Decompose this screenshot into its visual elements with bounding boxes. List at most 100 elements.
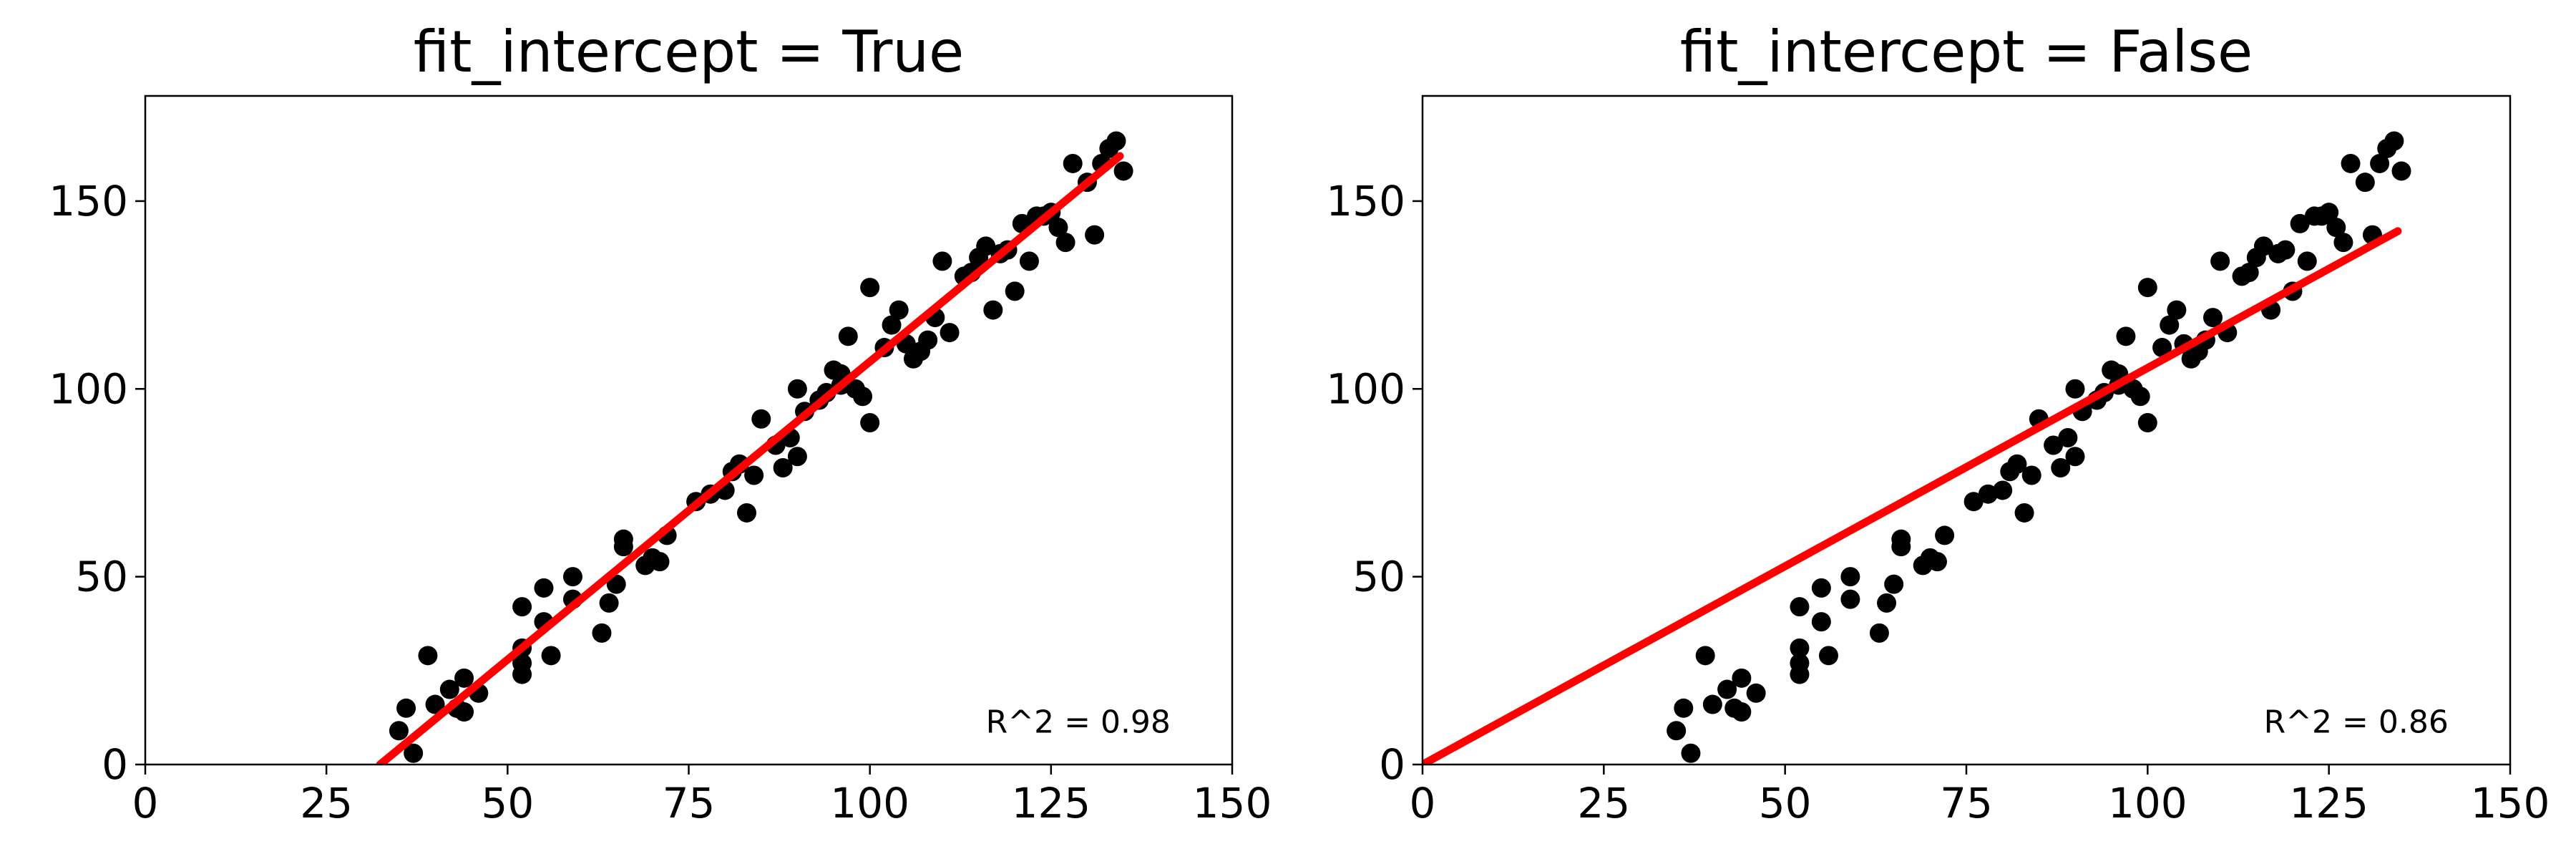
left-data-point-19 [592, 623, 612, 643]
right-data-point-9 [1746, 683, 1766, 703]
left-data-point-77 [1063, 153, 1083, 173]
left-y-tick-label-150: 150 [49, 177, 128, 225]
left-data-point-4 [425, 694, 445, 714]
left-data-point-40 [787, 379, 807, 399]
right-data-point-18 [1840, 567, 1860, 587]
left-data-point-35 [751, 409, 771, 429]
right-data-point-14 [1811, 578, 1831, 598]
right-y-tick-label-150: 150 [1326, 177, 1405, 225]
left-data-point-47 [838, 326, 858, 346]
left-x-tick-label-25: 25 [300, 779, 353, 828]
right-x-tick-label-125: 125 [2289, 779, 2368, 828]
right-data-point-33 [2014, 503, 2034, 523]
right-data-point-47 [2116, 326, 2136, 346]
left-data-point-58 [918, 330, 938, 350]
right-data-point-4 [1702, 694, 1722, 714]
left-data-point-5 [439, 679, 459, 699]
right-data-point-13 [1790, 597, 1810, 617]
right-data-point-19 [1869, 623, 1889, 643]
right-data-point-2 [1681, 743, 1701, 763]
right-data-point-28 [1963, 492, 1984, 512]
right-chart-title: fit_intercept = False [1680, 19, 2253, 85]
left-data-point-33 [737, 503, 757, 523]
right-data-point-38 [2058, 427, 2078, 447]
right-data-point-7 [1732, 668, 1752, 688]
left-data-point-39 [787, 447, 807, 467]
left-chart-title: fit_intercept = True [414, 19, 965, 85]
left-data-point-34 [744, 465, 764, 485]
right-data-point-21 [1884, 574, 1904, 594]
left-data-point-79 [1085, 225, 1105, 245]
right-data-point-63 [2239, 263, 2259, 283]
right-data-point-36 [2044, 435, 2064, 455]
right-x-tick-label-0: 0 [1410, 779, 1436, 828]
right-x-tick-label-75: 75 [1940, 779, 1993, 828]
right-data-point-50 [2137, 413, 2157, 433]
right-data-point-60 [2210, 251, 2230, 271]
right-data-point-70 [2290, 213, 2310, 233]
right-data-point-75 [2326, 218, 2346, 238]
right-data-point-80 [2370, 153, 2390, 173]
right-data-point-68 [2275, 240, 2296, 260]
right-data-point-59 [2203, 308, 2223, 328]
right-data-point-23 [1891, 529, 1911, 549]
right-y-tick-label-50: 50 [1352, 553, 1405, 601]
left-data-point-75 [1048, 218, 1068, 238]
left-y-tick-label-0: 0 [102, 740, 128, 789]
right-data-point-0 [1667, 721, 1687, 741]
left-data-point-23 [613, 529, 633, 549]
left-data-point-54 [889, 300, 909, 320]
left-data-point-76 [1055, 233, 1075, 253]
right-data-point-77 [2341, 153, 2361, 173]
left-data-point-61 [940, 323, 960, 343]
left-chart-marks [376, 131, 1133, 765]
right-y-tick-label-0: 0 [1379, 740, 1405, 789]
left-data-point-71 [1019, 251, 1039, 271]
right-data-point-16 [1818, 646, 1838, 666]
left-data-point-20 [599, 593, 619, 613]
left-data-point-1 [396, 698, 416, 718]
right-data-point-29 [1978, 484, 1998, 504]
left-x-tick-label-100: 100 [830, 779, 909, 828]
left-chart-panel: fit_intercept = True R^2 = 0.98 0 25 50 75 1… [49, 19, 1272, 828]
left-x-tick-label-50: 50 [481, 779, 534, 828]
right-regression-line [1423, 227, 2402, 765]
right-data-point-1 [1674, 698, 1694, 718]
right-data-point-17 [1840, 589, 1860, 609]
left-x-tick-label-150: 150 [1193, 779, 1272, 828]
right-data-point-12 [1790, 664, 1810, 684]
left-x-tick-label-0: 0 [132, 779, 159, 828]
left-regression-line [376, 152, 1124, 765]
right-data-point-53 [2160, 315, 2180, 335]
right-data-point-5 [1717, 679, 1737, 699]
left-data-point-12 [512, 664, 532, 684]
left-data-point-82 [1106, 131, 1126, 151]
left-y-tick-label-100: 100 [49, 364, 128, 413]
left-data-point-51 [860, 278, 880, 298]
left-data-point-16 [541, 646, 561, 666]
right-data-point-15 [1811, 612, 1831, 632]
right-data-point-27 [1935, 525, 1955, 545]
left-data-point-13 [512, 597, 532, 617]
right-data-point-49 [2130, 387, 2150, 407]
right-data-point-40 [2065, 379, 2085, 399]
left-data-point-2 [404, 743, 424, 763]
right-data-point-37 [2051, 457, 2071, 477]
right-data-point-20 [1877, 593, 1897, 613]
left-y-tick-label-50: 50 [75, 553, 128, 601]
left-data-point-8 [454, 702, 474, 722]
right-data-point-83 [2391, 161, 2411, 181]
left-data-point-14 [534, 578, 554, 598]
right-data-point-82 [2384, 131, 2404, 151]
right-y-tick-label-100: 100 [1326, 364, 1405, 413]
left-chart-r2-annotation: R^2 = 0.98 [986, 704, 1171, 740]
right-x-tick-label-25: 25 [1577, 779, 1630, 828]
left-data-point-3 [418, 646, 438, 666]
right-x-tick-label-100: 100 [2108, 779, 2187, 828]
right-chart-panel: fit_intercept = False R^2 = 0.86 0 25 50 75… [1326, 19, 2550, 828]
right-chart-marks [1423, 131, 2411, 765]
right-data-point-78 [2355, 173, 2375, 193]
right-data-point-52 [2152, 338, 2172, 358]
right-data-point-3 [1695, 646, 1715, 666]
